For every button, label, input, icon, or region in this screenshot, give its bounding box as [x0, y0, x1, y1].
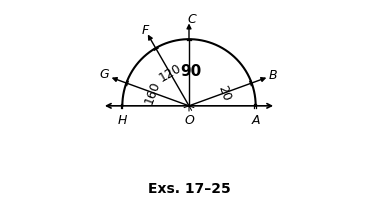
Text: 160: 160 [143, 79, 163, 106]
Text: 90: 90 [180, 64, 201, 79]
Text: 20: 20 [215, 84, 233, 103]
Text: Exs. 17–25: Exs. 17–25 [148, 182, 230, 196]
Text: H: H [118, 114, 127, 127]
Text: F: F [142, 24, 149, 37]
Text: G: G [100, 69, 110, 81]
Text: C: C [188, 13, 197, 26]
Text: B: B [269, 69, 278, 82]
Text: A: A [251, 114, 260, 127]
Text: O: O [184, 114, 194, 127]
Text: 120: 120 [156, 62, 183, 85]
